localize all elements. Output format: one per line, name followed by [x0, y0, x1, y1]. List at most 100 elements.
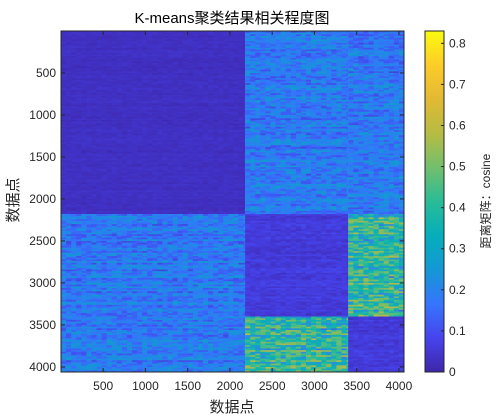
- heatmap-cell: [192, 66, 199, 69]
- heatmap-cell: [116, 57, 123, 60]
- heatmap-cell: [61, 83, 67, 85]
- heatmap-cell: [202, 177, 209, 180]
- heatmap-cell: [162, 39, 168, 42]
- heatmap-cell: [197, 99, 204, 102]
- heatmap-cell: [326, 101, 332, 104]
- heatmap-cell: [177, 96, 183, 99]
- heatmap-cell: [96, 81, 102, 84]
- heatmap-cell: [270, 94, 276, 97]
- heatmap-cell: [223, 199, 229, 201]
- heatmap-cell: [101, 197, 107, 200]
- heatmap-cell: [81, 210, 87, 213]
- heatmap-cell: [162, 111, 168, 114]
- heatmap-cell: [121, 183, 128, 186]
- heatmap-cell: [162, 56, 168, 59]
- heatmap-cell: [147, 54, 153, 57]
- heatmap-cell: [66, 76, 72, 79]
- heatmap-cell: [260, 46, 266, 49]
- heatmap-cell: [66, 108, 72, 111]
- heatmap-cell: [182, 151, 188, 154]
- heatmap-cell: [187, 168, 194, 171]
- heatmap-cell: [260, 47, 266, 50]
- heatmap-cell: [152, 56, 158, 59]
- heatmap-cell: [218, 103, 224, 106]
- heatmap-cell: [243, 187, 246, 190]
- heatmap-cell: [177, 64, 183, 67]
- heatmap-cell: [270, 52, 276, 55]
- heatmap-cell: [341, 69, 347, 72]
- heatmap-cell: [208, 89, 214, 92]
- heatmap-cell: [131, 182, 138, 185]
- heatmap-cell: [162, 192, 168, 195]
- heatmap-cell: [111, 170, 117, 173]
- heatmap-cell: [336, 94, 342, 97]
- heatmap-cell: [66, 178, 72, 181]
- heatmap-cell: [116, 115, 123, 117]
- heatmap-cell: [126, 177, 133, 180]
- heatmap-cell: [250, 67, 256, 70]
- heatmap-cell: [213, 36, 219, 38]
- heatmap-cell: [111, 49, 117, 52]
- heatmap-cell: [162, 148, 168, 151]
- heatmap-cell: [96, 109, 102, 112]
- heatmap-cell: [61, 212, 67, 215]
- heatmap-cell: [172, 81, 178, 84]
- heatmap-cell: [61, 99, 67, 102]
- heatmap-cell: [137, 121, 143, 124]
- heatmap-cell: [218, 172, 224, 175]
- heatmap-cell: [61, 66, 67, 69]
- heatmap-cell: [192, 175, 199, 178]
- heatmap-cell: [116, 88, 123, 91]
- heatmap-cell: [321, 96, 327, 99]
- heatmap-cell: [106, 86, 112, 89]
- heatmap-cell: [213, 121, 219, 124]
- heatmap-cell: [126, 101, 133, 104]
- heatmap-cell: [131, 89, 138, 92]
- heatmap-cell: [91, 130, 97, 133]
- heatmap-cell: [81, 64, 87, 67]
- heatmap-cell: [305, 52, 312, 55]
- heatmap-cell: [192, 199, 199, 201]
- heatmap-cell: [341, 56, 347, 59]
- heatmap-cell: [86, 141, 92, 144]
- heatmap-cell: [126, 158, 133, 161]
- heatmap-cell: [111, 118, 117, 121]
- heatmap-cell: [177, 141, 183, 144]
- heatmap-cell: [182, 79, 188, 82]
- heatmap-cell: [197, 131, 204, 134]
- heatmap-cell: [228, 143, 234, 146]
- heatmap-cell: [321, 64, 327, 67]
- heatmap-cell: [126, 168, 133, 171]
- heatmap-cell: [238, 200, 244, 203]
- heatmap-cell: [126, 108, 133, 111]
- heatmap-cell: [121, 79, 128, 82]
- heatmap-cell: [177, 113, 183, 116]
- heatmap-cell: [243, 101, 246, 104]
- heatmap-cell: [192, 178, 199, 181]
- heatmap-cell: [147, 141, 153, 144]
- heatmap-cell: [106, 34, 112, 37]
- heatmap-cell: [111, 135, 117, 138]
- heatmap-cell: [233, 141, 239, 144]
- heatmap-cell: [96, 61, 102, 64]
- heatmap-cell: [116, 209, 123, 211]
- heatmap-cell: [346, 56, 349, 59]
- heatmap-cell: [233, 155, 239, 158]
- heatmap-cell: [177, 46, 183, 49]
- heatmap-cell: [121, 140, 128, 143]
- heatmap-cell: [147, 64, 153, 67]
- heatmap-cell: [131, 180, 138, 183]
- heatmap-cell: [167, 125, 173, 127]
- heatmap-cell: [336, 76, 342, 79]
- heatmap-cell: [71, 210, 77, 213]
- heatmap-cell: [137, 190, 143, 193]
- heatmap-cell: [81, 157, 87, 159]
- heatmap-cell: [76, 146, 82, 149]
- heatmap-cell: [86, 52, 92, 55]
- heatmap-cell: [76, 167, 82, 169]
- heatmap-cell: [213, 170, 219, 173]
- heatmap-cell: [157, 209, 163, 211]
- heatmap-cell: [270, 61, 276, 64]
- heatmap-cell: [182, 61, 188, 64]
- heatmap-cell: [131, 81, 138, 84]
